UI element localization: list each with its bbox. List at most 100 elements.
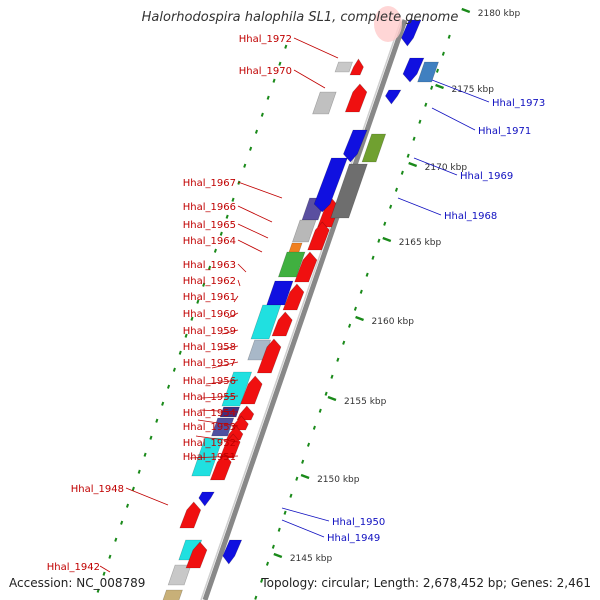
gene-forward-arrow <box>307 221 330 251</box>
inner-dotted-track <box>447 34 451 39</box>
gene-feature <box>343 129 368 163</box>
left-leader-line <box>125 487 169 506</box>
outer-dotted-track <box>213 248 217 253</box>
right-gene-label: Hhal_1973 <box>492 98 545 109</box>
inner-dotted-track <box>424 102 428 107</box>
right-leader-line <box>413 157 458 176</box>
left-leader-line <box>237 181 283 199</box>
gene-feature <box>222 539 243 565</box>
left-gene-label: Hhal_1964 <box>183 236 236 247</box>
outer-dotted-track <box>178 350 182 355</box>
inner-dotted-track <box>348 323 352 328</box>
left-leader-line <box>237 205 273 223</box>
inner-dotted-track <box>441 51 445 56</box>
outer-dotted-track <box>114 537 118 542</box>
inner-dotted-track <box>430 85 434 90</box>
left-leader-line <box>237 279 241 287</box>
kbp-tick-label: 2145 kbp <box>290 554 333 564</box>
left-gene-label: Hhal_1956 <box>183 376 236 387</box>
left-leader-line <box>195 435 239 443</box>
gene-forward-arrow <box>256 338 282 374</box>
left-gene-label: Hhal_1970 <box>239 66 292 77</box>
inner-dotted-track <box>342 340 346 345</box>
inner-dotted-track <box>271 544 275 549</box>
left-leader-line <box>293 37 339 59</box>
kbp-tick-label: 2155 kbp <box>344 397 387 407</box>
gene-feature <box>417 61 439 83</box>
right-gene-label: Hhal_1968 <box>444 211 497 222</box>
gene-reverse-arrow <box>198 491 215 507</box>
gene-forward-arrow <box>349 58 364 76</box>
gene-feature <box>292 219 317 243</box>
inner-dotted-track <box>295 476 299 481</box>
inner-dotted-track <box>359 289 363 294</box>
gene-feature <box>385 89 402 105</box>
kbp-tick <box>355 315 364 322</box>
outer-dotted-track <box>108 554 112 559</box>
left-leader-line <box>211 361 239 369</box>
inner-dotted-track <box>389 204 393 209</box>
gene-feature <box>313 157 348 213</box>
gene-feature <box>162 589 183 600</box>
outer-dotted-track <box>143 452 147 457</box>
inner-dotted-track <box>377 238 381 243</box>
inner-dotted-track <box>277 527 281 532</box>
outer-dotted-track <box>208 265 212 270</box>
kbp-tick <box>327 395 337 402</box>
gene-feature <box>221 371 253 407</box>
left-gene-label: Hhal_1960 <box>183 309 236 320</box>
left-leader-line <box>201 395 239 399</box>
outer-dotted-track <box>120 520 124 525</box>
right-leader-line <box>431 107 476 131</box>
gene-feature <box>401 19 422 47</box>
inner-dotted-track <box>265 561 270 566</box>
gene-feature <box>266 280 294 306</box>
left-leader-line <box>237 223 269 239</box>
inner-dotted-track <box>318 408 322 413</box>
inner-dotted-track <box>289 493 293 498</box>
left-leader-line <box>197 419 239 427</box>
right-gene-label: Hhal_1949 <box>327 533 380 544</box>
left-gene-label: Hhal_1958 <box>183 342 236 353</box>
inner-dotted-track <box>283 510 287 515</box>
outer-dotted-track <box>266 95 270 100</box>
inner-dotted-track <box>418 119 422 124</box>
left-leader-line <box>205 379 239 385</box>
left-leader-line <box>237 239 263 253</box>
kbp-tick-label: 2165 kbp <box>399 238 442 248</box>
inner-dotted-track <box>353 306 357 311</box>
outer-dotted-track <box>237 180 241 185</box>
inner-dotted-track <box>336 357 340 362</box>
gene-forward-arrow <box>209 453 232 481</box>
left-gene-label: Hhal_1961 <box>183 292 236 303</box>
outer-dotted-track <box>190 316 194 321</box>
gene-feature <box>334 61 353 73</box>
gene-feature <box>250 304 282 340</box>
left-gene-label: Hhal_1957 <box>183 358 236 369</box>
left-leader-line <box>99 565 111 573</box>
outer-dotted-track <box>225 214 229 219</box>
inner-dotted-track <box>324 391 328 396</box>
outer-dotted-track <box>161 401 165 406</box>
inner-dotted-track <box>394 187 399 192</box>
outer-dotted-track <box>249 146 253 151</box>
left-leader-line <box>221 329 239 335</box>
kbp-tick-label: 2175 kbp <box>452 85 495 95</box>
outer-dotted-track <box>219 231 223 236</box>
inner-dotted-track <box>330 374 334 379</box>
gene-feature-faded <box>374 6 402 42</box>
left-gene-label: Hhal_1965 <box>183 220 236 231</box>
left-leader-line <box>233 295 239 303</box>
gene-feature <box>167 564 192 586</box>
left-gene-label: Hhal_1963 <box>183 260 236 271</box>
right-gene-label: Hhal_1971 <box>478 126 531 137</box>
gene-feature <box>330 163 368 219</box>
kbp-tick-label: 2150 kbp <box>317 475 360 485</box>
outer-dotted-track <box>155 418 159 423</box>
kbp-tick <box>461 7 471 14</box>
gene-forward-arrow <box>294 251 318 283</box>
left-gene-label: Hhal_1962 <box>183 276 236 287</box>
left-gene-label: Hhal_1959 <box>183 326 236 337</box>
